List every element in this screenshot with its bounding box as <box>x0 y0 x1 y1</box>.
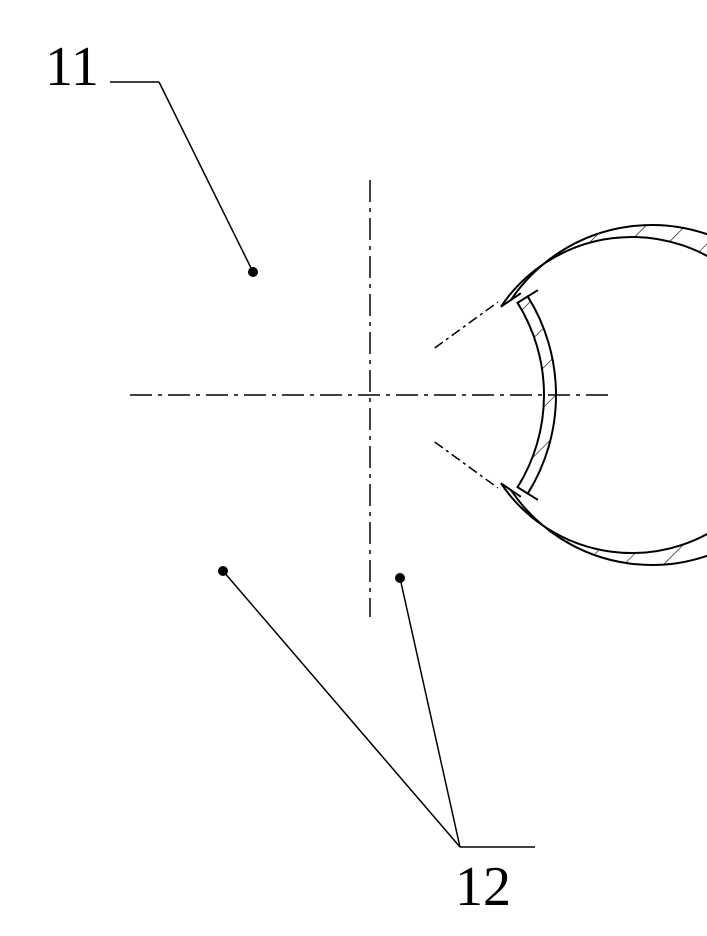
leader-11-dot <box>248 267 258 277</box>
leader-12-dot-a <box>218 566 228 576</box>
label-11: 11 <box>45 36 99 98</box>
radial-phantom-line <box>435 442 498 488</box>
label-12: 12 <box>455 856 511 918</box>
leader-12-line-b <box>400 578 460 847</box>
lower-arc-flange <box>528 290 538 296</box>
lower-arc-flange <box>528 494 538 500</box>
leader-11-line <box>159 82 253 272</box>
radial-phantom-line <box>435 302 498 348</box>
leader-12-line-a <box>223 571 460 847</box>
leader-12-dot-b <box>395 573 405 583</box>
